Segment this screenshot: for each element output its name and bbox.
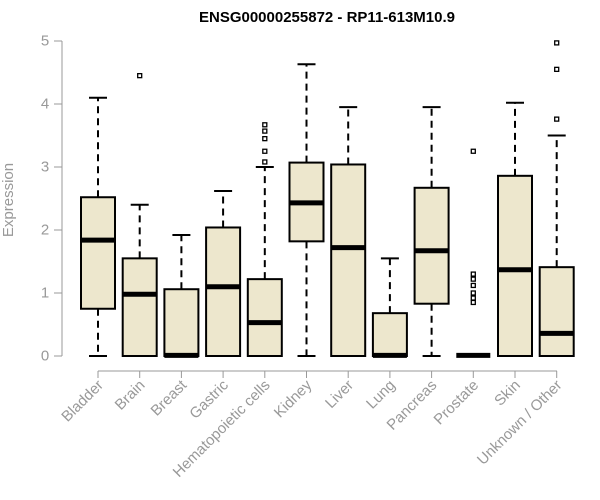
x-tick-label: Brain: [112, 377, 149, 414]
x-tick-label: Prostate: [431, 377, 483, 429]
x-tick-label: Lung: [363, 377, 399, 413]
outlier-point: [262, 159, 268, 165]
y-tick-label: 0: [41, 348, 49, 365]
box-iqr: [121, 257, 158, 358]
box-iqr: [246, 278, 283, 358]
chart-title: ENSG00000255872 - RP11-613M10.9: [199, 9, 455, 26]
box-iqr: [205, 226, 242, 357]
outlier-point: [262, 148, 268, 154]
outlier-point: [470, 148, 476, 154]
y-tick-label: 4: [41, 96, 49, 113]
x-tick-label: Skin: [491, 377, 524, 410]
y-tick-label: 5: [41, 33, 49, 50]
y-tick-label: 3: [41, 159, 49, 176]
box-iqr: [330, 163, 367, 357]
box-iqr: [163, 288, 200, 357]
outlier-point: [470, 290, 476, 296]
outlier-point: [470, 282, 476, 289]
x-tick-label: Bladder: [58, 377, 107, 426]
y-axis-ticks: 0 1 2 3 4 5: [41, 33, 62, 365]
outlier-point: [137, 73, 143, 79]
box-iqr: [371, 312, 408, 358]
outlier-point: [470, 299, 476, 306]
box-iqr: [413, 186, 450, 305]
y-tick-label: 2: [41, 222, 49, 239]
x-tick-label: Breast: [148, 376, 191, 419]
box-iqr: [80, 196, 116, 310]
outlier-point: [470, 271, 476, 277]
x-tick-label: Liver: [322, 377, 357, 412]
outlier-point: [554, 66, 560, 72]
outlier-point: [554, 40, 560, 46]
y-axis-label: Expression: [0, 163, 17, 237]
box-iqr: [497, 174, 533, 357]
outlier-point: [470, 276, 476, 282]
y-tick-label: 1: [41, 285, 49, 302]
outlier-point: [262, 135, 268, 142]
outlier-point: [262, 128, 268, 134]
outlier-point: [554, 116, 560, 122]
outlier-point: [262, 122, 268, 128]
box-iqr: [538, 266, 575, 358]
boxes-group: [80, 40, 575, 358]
outlier-point: [470, 295, 476, 301]
x-tick-label: Kidney: [271, 376, 316, 421]
